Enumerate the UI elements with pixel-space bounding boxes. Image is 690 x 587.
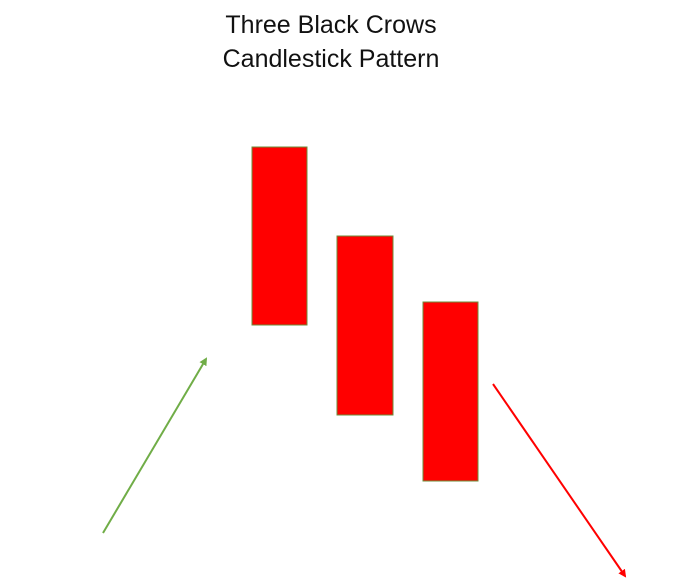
candle-1	[251, 146, 308, 326]
downtrend-arrow	[492, 383, 627, 578]
title-line-2: Candlestick Pattern	[222, 45, 440, 73]
uptrend-arrow	[102, 357, 208, 534]
candle-3	[422, 301, 479, 482]
candle-2	[336, 235, 394, 416]
diagram-title: Three Black Crows Candlestick Pattern	[0, 8, 690, 76]
title-line-1: Three Black Crows	[225, 11, 437, 39]
